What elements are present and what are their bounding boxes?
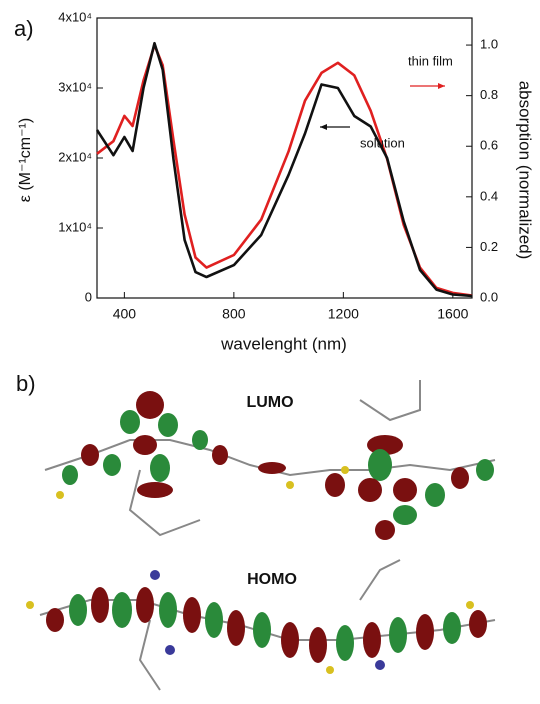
x-tick-label: 1600: [437, 306, 468, 322]
arrow-head: [320, 124, 327, 130]
y2-tick-label: 0.6: [480, 138, 498, 153]
y2-tick-label: 0.2: [480, 239, 498, 254]
y-tick-label: 2x10⁴: [58, 149, 92, 164]
arrow-head: [438, 83, 445, 89]
y2-tick-label: 1.0: [480, 37, 498, 52]
series-line: [97, 43, 472, 296]
orbital-label: HOMO: [247, 571, 297, 588]
panel-label: a): [14, 16, 34, 41]
x-axis-title: wavelenght (nm): [220, 334, 347, 353]
y-axis-title: ε (M⁻¹cm⁻¹): [17, 118, 34, 202]
y-tick-label: 3x10⁴: [58, 79, 92, 94]
y-tick-label: 0: [85, 289, 92, 304]
orbital-label: LUMO: [246, 394, 293, 411]
y2-axis-title: absorption (normalized): [516, 81, 535, 260]
y-tick-label: 4x10⁴: [58, 9, 92, 24]
y2-tick-label: 0.4: [480, 188, 498, 203]
series-label: thin film: [408, 53, 453, 68]
x-tick-label: 1200: [328, 306, 359, 322]
y-tick-label: 1x10⁴: [58, 219, 92, 234]
y2-tick-label: 0.8: [480, 87, 498, 102]
x-tick-label: 400: [113, 306, 137, 322]
y2-tick-label: 0.0: [480, 289, 498, 304]
x-tick-label: 800: [222, 306, 246, 322]
panel-label: b): [16, 371, 36, 396]
series-label: solution: [360, 135, 405, 150]
figure: a) b) wavelenght (nm) ε (M⁻¹cm⁻¹) absorp…: [0, 0, 540, 704]
